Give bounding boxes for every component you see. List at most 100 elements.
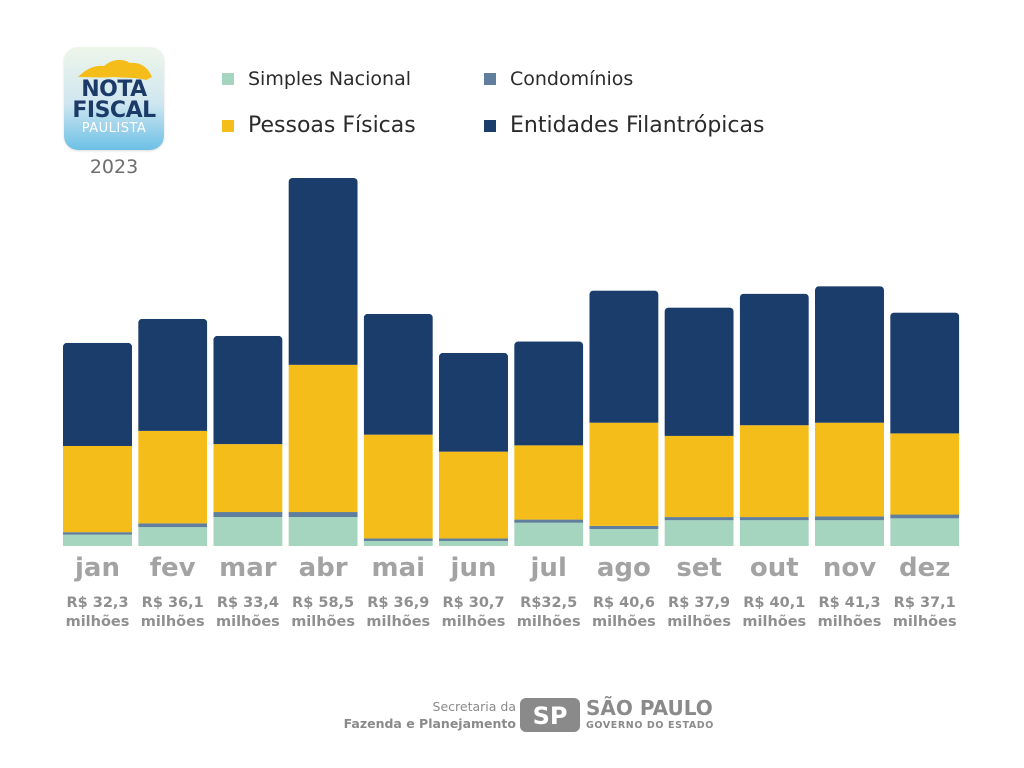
legend-item-pessoas-fisicas: Pessoas Físicas xyxy=(222,113,416,138)
nota-fiscal-paulista-logo: NOTA FISCAL PAULISTA xyxy=(64,47,164,150)
bar-group-ago xyxy=(589,290,659,546)
bar-segment-nov-entidades xyxy=(815,286,884,423)
bar-segment-set-condominios xyxy=(664,517,734,521)
value-label-jan-amount: R$ 32,3 xyxy=(66,595,128,611)
value-label-fev-unit: milhões xyxy=(141,614,205,630)
bar-segment-abr-condominios xyxy=(288,512,358,518)
bar-segment-jul-condominios xyxy=(514,519,584,523)
value-label-mar-amount: R$ 33,4 xyxy=(217,595,279,611)
bar-segment-abr-pessoas xyxy=(288,364,358,513)
footer-secretaria-text: Secretaria da xyxy=(432,699,516,714)
month-label-nov: nov xyxy=(823,553,876,583)
bar-segment-jan-entidades xyxy=(63,342,132,446)
bar-group-fev xyxy=(138,318,208,546)
bar-segment-mar-simples xyxy=(213,517,283,546)
bar-segment-jan-simples xyxy=(63,534,132,546)
sp-mark-text: SP xyxy=(533,702,568,730)
value-label-set-unit: milhões xyxy=(667,614,731,630)
bar-group-jan xyxy=(63,342,132,546)
bar-segment-jun-pessoas xyxy=(439,451,508,539)
value-label-mai-amount: R$ 36,9 xyxy=(367,595,429,611)
bar-group-set xyxy=(664,307,734,546)
bar-group-abr xyxy=(288,178,358,546)
bar-segment-ago-condominios xyxy=(589,525,659,530)
logo-line-fiscal: FISCAL xyxy=(72,98,156,123)
bar-segment-out-condominios xyxy=(739,517,809,521)
bar-segment-jan-condominios xyxy=(63,532,132,535)
bar-segment-mar-entidades xyxy=(213,335,283,445)
month-label-jul: jul xyxy=(530,553,567,583)
value-label-ago-unit: milhões xyxy=(592,614,656,630)
bar-segment-set-entidades xyxy=(664,307,734,436)
value-label-dez-amount: R$ 37,1 xyxy=(894,595,956,611)
bar-segment-out-simples xyxy=(739,520,809,546)
month-label-jan: jan xyxy=(74,553,120,583)
year-label: 2023 xyxy=(89,156,139,178)
footer-sao-paulo-text: SÃO PAULO xyxy=(586,696,713,720)
value-label-mar-unit: milhões xyxy=(216,614,280,630)
month-label-mai: mai xyxy=(372,553,426,583)
bar-segment-ago-simples xyxy=(589,529,659,546)
value-label-set-amount: R$ 37,9 xyxy=(668,595,730,611)
bar-segment-mai-entidades xyxy=(363,313,433,435)
value-label-jun-unit: milhões xyxy=(442,614,506,630)
bar-segment-jun-entidades xyxy=(439,352,508,452)
bar-segment-jul-pessoas xyxy=(514,445,584,520)
logo-line-nota: NOTA xyxy=(81,77,147,102)
bar-group-jul xyxy=(514,341,584,546)
month-label-fev: fev xyxy=(150,553,196,583)
value-label-jun-amount: R$ 30,7 xyxy=(442,595,504,611)
bar-segment-jul-simples xyxy=(514,522,584,546)
bar-segment-mai-simples xyxy=(363,540,433,546)
value-label-fev-amount: R$ 36,1 xyxy=(142,595,204,611)
bar-group-jun xyxy=(439,352,508,546)
bar-segment-fev-condominios xyxy=(138,523,208,528)
legend-label-pessoas-fisicas: Pessoas Físicas xyxy=(248,113,416,138)
footer-government-logo: Secretaria da Fazenda e Planejamento SP … xyxy=(330,696,720,736)
bar-segment-dez-condominios xyxy=(890,514,960,519)
footer-governo-text: GOVERNO DO ESTADO xyxy=(586,720,714,731)
footer-fazenda-text: Fazenda e Planejamento xyxy=(343,716,516,731)
legend-item-condominios: Condomínios xyxy=(484,68,633,90)
bar-segment-jan-pessoas xyxy=(63,445,132,533)
sao-paulo-map-icon xyxy=(78,59,152,80)
bar-segment-dez-pessoas xyxy=(890,433,960,515)
bar-segment-out-pessoas xyxy=(739,425,809,518)
bar-segment-jul-entidades xyxy=(514,341,584,446)
month-label-out: out xyxy=(750,553,799,583)
bar-segment-mar-pessoas xyxy=(213,444,283,513)
legend-label-simples-nacional: Simples Nacional xyxy=(248,68,411,90)
value-label-nov-amount: R$ 41,3 xyxy=(818,595,880,611)
bar-segment-out-entidades xyxy=(739,293,809,426)
bar-group-mar xyxy=(213,335,283,546)
bar-group-mai xyxy=(363,313,433,546)
square-swatch-icon xyxy=(222,73,234,85)
bar-segment-jun-simples xyxy=(439,540,508,546)
bar-segment-set-pessoas xyxy=(664,435,734,518)
month-label-mar: mar xyxy=(219,553,277,583)
bar-segment-mai-condominios xyxy=(363,538,433,541)
bar-segment-mai-pessoas xyxy=(363,434,433,539)
value-label-dez-unit: milhões xyxy=(893,614,957,630)
bar-group-nov xyxy=(815,286,884,546)
bar-segment-dez-entidades xyxy=(890,312,960,434)
bar-segment-nov-condominios xyxy=(815,516,884,521)
bar-group-dez xyxy=(890,312,960,546)
value-label-abr-amount: R$ 58,5 xyxy=(292,595,354,611)
value-label-abr-unit: milhões xyxy=(291,614,355,630)
month-label-ago: ago xyxy=(597,553,651,583)
month-label-abr: abr xyxy=(299,553,348,583)
bar-segment-set-simples xyxy=(664,520,734,546)
bar-segment-nov-simples xyxy=(815,520,884,546)
bar-segment-ago-pessoas xyxy=(589,422,659,526)
value-label-out-amount: R$ 40,1 xyxy=(743,595,805,611)
value-label-ago-amount: R$ 40,6 xyxy=(593,595,655,611)
legend-label-condominios: Condomínios xyxy=(510,68,634,90)
value-label-jul-amount: R$32,5 xyxy=(520,595,577,611)
square-swatch-icon xyxy=(484,119,496,132)
bar-group-out xyxy=(739,293,809,546)
value-label-out-unit: milhões xyxy=(742,614,806,630)
logo-line-paulista: PAULISTA xyxy=(81,121,147,136)
square-swatch-icon xyxy=(222,119,234,132)
value-label-jan-unit: milhões xyxy=(66,614,130,630)
